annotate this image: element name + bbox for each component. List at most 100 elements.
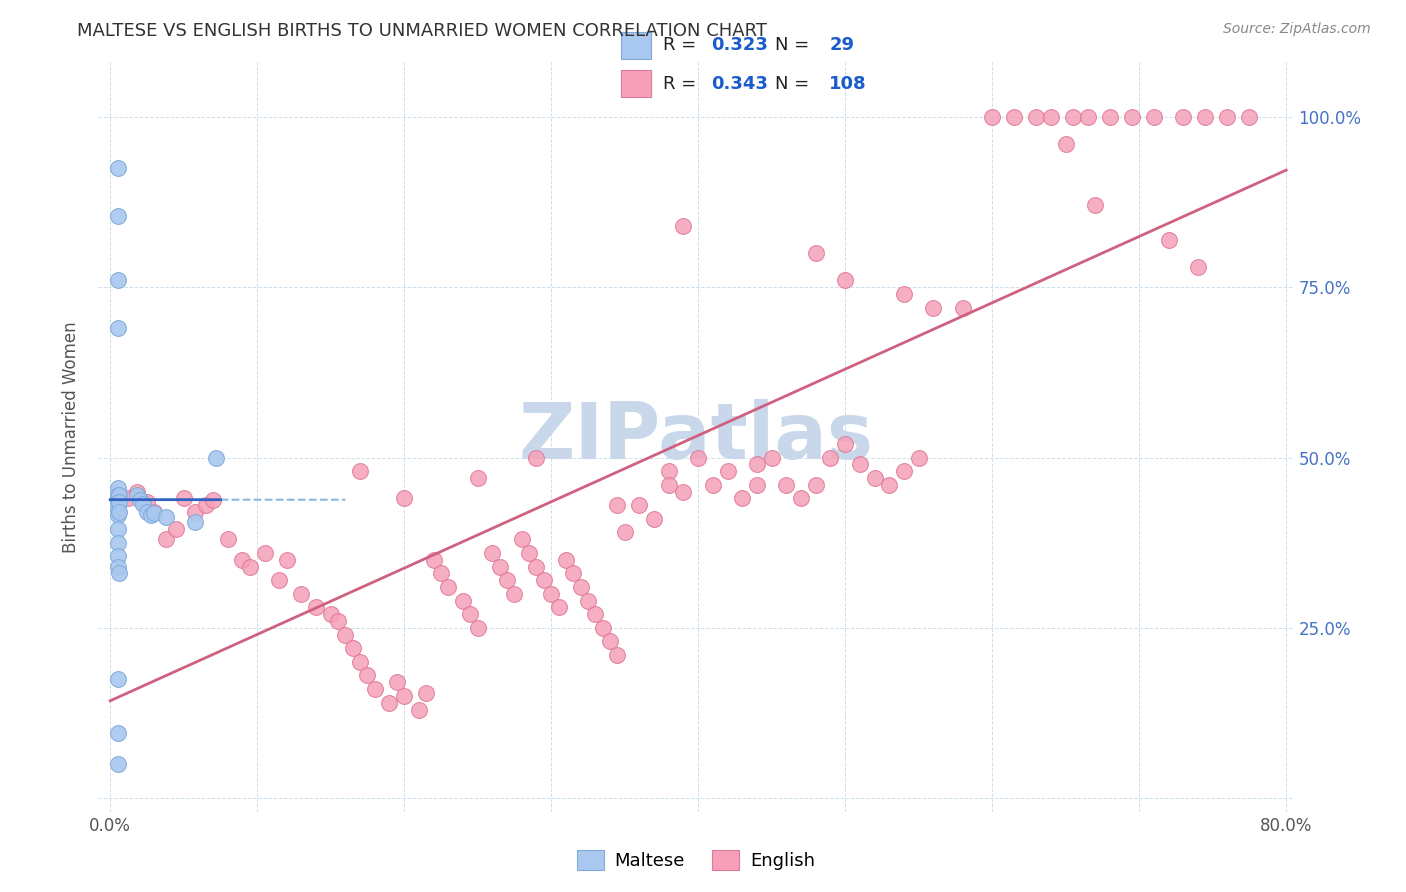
Point	[141, 508, 163, 523]
Point	[526, 559, 548, 574]
Text: N =: N =	[775, 37, 815, 54]
Point	[863, 471, 886, 485]
Point	[583, 607, 606, 622]
Point	[643, 512, 665, 526]
Point	[745, 458, 768, 472]
Point	[128, 492, 150, 507]
Point	[877, 477, 900, 491]
Point	[143, 507, 166, 521]
Point	[849, 458, 872, 472]
Point	[628, 498, 651, 512]
Point	[510, 533, 533, 547]
Point	[107, 501, 129, 516]
Bar	[620, 70, 651, 97]
Point	[430, 566, 453, 581]
Point	[1062, 110, 1084, 124]
Point	[131, 497, 153, 511]
Point	[981, 110, 1004, 124]
Point	[107, 209, 129, 223]
Point	[569, 580, 592, 594]
Text: R =: R =	[664, 75, 702, 93]
Point	[364, 682, 387, 697]
Point	[761, 450, 783, 465]
Point	[1054, 137, 1077, 152]
Point	[276, 552, 298, 566]
Point	[606, 648, 628, 662]
Point	[356, 668, 378, 682]
Point	[378, 696, 401, 710]
Point	[1121, 110, 1143, 124]
Text: 108: 108	[830, 75, 868, 93]
Point	[775, 477, 797, 491]
Point	[606, 498, 628, 512]
Point	[613, 525, 636, 540]
Point	[540, 587, 562, 601]
Point	[107, 726, 129, 740]
Point	[1187, 260, 1209, 274]
Point	[731, 491, 754, 506]
Point	[108, 488, 131, 502]
Text: Source: ZipAtlas.com: Source: ZipAtlas.com	[1223, 22, 1371, 37]
Point	[319, 607, 342, 622]
Point	[173, 491, 195, 506]
Point	[952, 301, 974, 315]
Text: 0.343: 0.343	[711, 75, 768, 93]
Point	[349, 655, 371, 669]
Point	[408, 702, 430, 716]
Point	[107, 522, 129, 536]
Point	[834, 437, 856, 451]
Point	[385, 675, 408, 690]
Point	[834, 273, 856, 287]
Point	[392, 689, 415, 703]
Point	[143, 505, 166, 519]
Point	[108, 566, 131, 581]
Point	[107, 495, 129, 509]
Point	[592, 621, 614, 635]
Point	[107, 273, 129, 287]
Point	[107, 481, 129, 495]
Point	[239, 559, 262, 574]
Point	[108, 505, 131, 519]
Point	[658, 477, 681, 491]
Point	[155, 533, 177, 547]
Point	[526, 450, 548, 465]
Point	[576, 593, 599, 607]
Point	[922, 301, 945, 315]
Point	[804, 477, 827, 491]
Point	[1239, 110, 1261, 124]
Point	[117, 491, 139, 506]
Point	[672, 219, 695, 233]
Point	[599, 634, 621, 648]
Point	[107, 672, 129, 686]
Text: N =: N =	[775, 75, 815, 93]
Point	[107, 549, 129, 564]
Point	[451, 593, 474, 607]
Point	[1098, 110, 1121, 124]
Point	[1143, 110, 1166, 124]
Point	[460, 607, 482, 622]
Point	[108, 495, 131, 509]
Point	[107, 559, 129, 574]
Point	[1173, 110, 1195, 124]
Text: MALTESE VS ENGLISH BIRTHS TO UNMARRIED WOMEN CORRELATION CHART: MALTESE VS ENGLISH BIRTHS TO UNMARRIED W…	[77, 22, 768, 40]
Point	[1194, 110, 1216, 124]
Point	[125, 484, 148, 499]
Point	[155, 510, 177, 524]
Point	[1216, 110, 1239, 124]
Point	[184, 505, 207, 519]
Point	[554, 552, 576, 566]
Point	[349, 464, 371, 478]
Point	[907, 450, 929, 465]
Point	[488, 559, 510, 574]
Text: R =: R =	[664, 37, 702, 54]
Point	[107, 757, 129, 772]
Point	[893, 287, 915, 301]
Point	[1039, 110, 1062, 124]
Point	[422, 552, 444, 566]
Point	[231, 552, 253, 566]
Bar	[620, 31, 651, 59]
Point	[1084, 198, 1107, 212]
Point	[481, 546, 503, 560]
Point	[136, 495, 159, 509]
Point	[533, 573, 555, 587]
